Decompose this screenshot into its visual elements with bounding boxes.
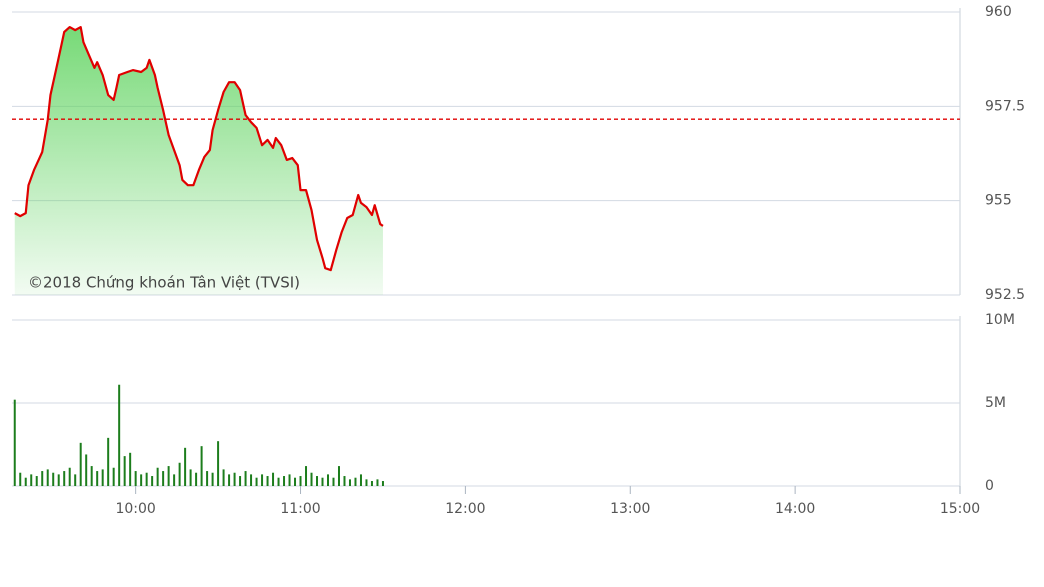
volume-bar <box>145 472 148 486</box>
watermark: ©2018 Chứng khoán Tân Việt (TVSI) <box>28 274 300 292</box>
volume-bar <box>167 466 170 486</box>
volume-bar <box>123 456 126 486</box>
volume-bar <box>348 479 351 486</box>
volume-bar <box>310 472 313 486</box>
volume-bar <box>118 384 121 486</box>
volume-bar <box>370 481 373 486</box>
volume-bar <box>184 447 187 486</box>
volume-bar <box>337 466 340 486</box>
volume-bar <box>200 446 203 486</box>
volume-bar <box>57 474 60 486</box>
y-tick-label: 952.5 <box>985 287 1025 303</box>
volume-bar <box>46 469 49 486</box>
volume-bar <box>79 442 82 486</box>
volume-bar <box>288 474 291 486</box>
volume-bar <box>365 479 368 486</box>
y-tick-label: 0 <box>985 478 994 494</box>
volume-bar <box>305 466 308 486</box>
volume-bar <box>266 476 269 486</box>
volume-bar <box>294 477 297 486</box>
volume-bar <box>178 462 181 486</box>
x-tick-label: 12:00 <box>445 501 485 517</box>
volume-bar <box>189 469 192 486</box>
volume-bar <box>52 472 55 486</box>
volume-bar <box>134 471 137 486</box>
volume-bar <box>24 477 27 486</box>
volume-bar <box>261 474 264 486</box>
y-tick-label: 960 <box>985 4 1012 20</box>
volume-bar <box>359 474 362 486</box>
volume-bar <box>211 472 214 486</box>
x-tick-label: 15:00 <box>940 501 980 517</box>
volume-bar <box>381 481 384 486</box>
volume-bar <box>195 472 198 486</box>
volume-bar <box>277 477 280 486</box>
y-tick-label: 10M <box>985 312 1015 328</box>
volume-bar <box>156 467 159 486</box>
volume-bar <box>107 437 110 486</box>
volume-bar <box>327 474 329 486</box>
volume-bar <box>112 467 115 486</box>
volume-bar <box>151 476 154 486</box>
x-tick-label: 13:00 <box>610 501 650 517</box>
volume-bar <box>272 472 275 486</box>
volume-bar <box>129 452 132 486</box>
volume-bar <box>217 441 220 486</box>
volume-bar <box>35 476 38 486</box>
volume-bar <box>68 467 71 486</box>
volume-bar <box>101 469 104 486</box>
volume-bar <box>19 472 22 486</box>
volume-bar <box>30 474 33 486</box>
volume-bar <box>74 474 77 486</box>
volume-bar <box>255 477 258 486</box>
volume-bar <box>222 469 225 486</box>
volume-bar <box>13 399 16 486</box>
volume-bar <box>63 471 66 486</box>
volume-bar <box>376 479 379 486</box>
volume-bar <box>140 474 143 486</box>
volume-bar <box>244 471 247 486</box>
volume-bar <box>90 466 93 486</box>
x-tick-label: 10:00 <box>115 501 155 517</box>
volume-bar <box>343 476 346 486</box>
volume-bar <box>162 471 165 486</box>
price-line <box>14 25 384 272</box>
x-tick-label: 14:00 <box>775 501 815 517</box>
y-tick-label: 955 <box>985 193 1012 209</box>
volume-bar <box>239 476 242 486</box>
volume-bar <box>173 474 176 486</box>
volume-bar <box>233 472 236 486</box>
volume-bar <box>321 477 324 486</box>
y-tick-label: 5M <box>985 395 1006 411</box>
y-tick-label: 957.5 <box>985 98 1025 114</box>
volume-bar <box>332 477 335 486</box>
volume-bar <box>85 454 88 486</box>
volume-bar <box>96 471 99 486</box>
volume-bar <box>228 474 231 486</box>
volume-bar <box>316 476 319 486</box>
volume-bar <box>299 476 302 486</box>
volume-bar <box>206 471 209 486</box>
volume-bar <box>354 477 357 486</box>
x-tick-label: 11:00 <box>280 501 320 517</box>
area <box>14 27 383 296</box>
volume-bar <box>283 476 286 486</box>
volume-bar <box>250 474 253 486</box>
volume-bar <box>41 471 44 486</box>
